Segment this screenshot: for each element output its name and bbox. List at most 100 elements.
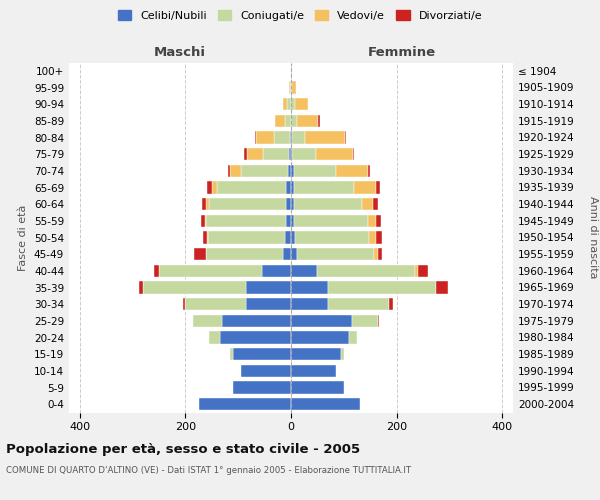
Bar: [139, 281, 143, 293]
Bar: [353, 148, 355, 160]
Bar: [328, 298, 389, 310]
Bar: [368, 214, 376, 227]
Bar: [233, 348, 291, 360]
Bar: [415, 264, 418, 277]
Bar: [194, 248, 206, 260]
Bar: [376, 181, 380, 194]
Bar: [291, 381, 344, 394]
Bar: [283, 98, 287, 110]
Bar: [286, 214, 291, 227]
Bar: [290, 81, 291, 94]
Bar: [159, 264, 262, 277]
Bar: [316, 148, 353, 160]
Bar: [289, 81, 290, 94]
Bar: [208, 231, 284, 244]
Bar: [293, 214, 368, 227]
Bar: [291, 81, 292, 94]
Bar: [244, 148, 247, 160]
Bar: [345, 131, 346, 144]
Bar: [293, 198, 362, 210]
Bar: [275, 114, 284, 127]
Bar: [291, 64, 292, 77]
Bar: [336, 164, 368, 177]
Bar: [291, 114, 298, 127]
Bar: [289, 148, 291, 160]
Bar: [292, 148, 316, 160]
Bar: [241, 364, 291, 377]
Legend: Celibi/Nubili, Coniugati/e, Vedovi/e, Divorziati/e: Celibi/Nubili, Coniugati/e, Vedovi/e, Di…: [113, 6, 487, 25]
Bar: [246, 281, 291, 293]
Bar: [246, 298, 291, 310]
Bar: [220, 331, 291, 344]
Bar: [291, 98, 295, 110]
Bar: [374, 248, 378, 260]
Bar: [287, 98, 291, 110]
Bar: [209, 331, 220, 344]
Bar: [389, 298, 393, 310]
Bar: [206, 198, 209, 210]
Bar: [241, 164, 289, 177]
Bar: [212, 181, 217, 194]
Bar: [291, 148, 292, 160]
Bar: [362, 198, 373, 210]
Bar: [376, 231, 382, 244]
Bar: [202, 198, 206, 210]
Bar: [230, 348, 233, 360]
Bar: [291, 231, 295, 244]
Bar: [206, 248, 283, 260]
Bar: [293, 164, 336, 177]
Bar: [291, 348, 341, 360]
Bar: [291, 164, 293, 177]
Bar: [274, 131, 290, 144]
Bar: [291, 398, 360, 410]
Bar: [291, 264, 317, 277]
Bar: [293, 181, 355, 194]
Bar: [295, 231, 369, 244]
Bar: [378, 314, 379, 327]
Bar: [284, 231, 291, 244]
Bar: [230, 164, 241, 177]
Bar: [289, 164, 291, 177]
Bar: [185, 298, 246, 310]
Bar: [369, 231, 376, 244]
Bar: [291, 298, 328, 310]
Bar: [262, 264, 291, 277]
Bar: [291, 248, 298, 260]
Y-axis label: Fasce di età: Fasce di età: [19, 204, 28, 270]
Bar: [292, 131, 305, 144]
Bar: [206, 214, 286, 227]
Bar: [418, 264, 428, 277]
Bar: [319, 114, 320, 127]
Bar: [291, 314, 352, 327]
Bar: [208, 181, 212, 194]
Bar: [207, 231, 208, 244]
Bar: [209, 198, 286, 210]
Bar: [254, 131, 256, 144]
Bar: [352, 314, 378, 327]
Bar: [317, 264, 415, 277]
Bar: [298, 248, 374, 260]
Bar: [283, 248, 291, 260]
Bar: [292, 81, 296, 94]
Bar: [291, 214, 293, 227]
Bar: [291, 364, 336, 377]
Bar: [291, 131, 292, 144]
Bar: [305, 131, 345, 144]
Bar: [193, 314, 222, 327]
Y-axis label: Anni di nascita: Anni di nascita: [589, 196, 599, 278]
Bar: [286, 181, 291, 194]
Bar: [291, 198, 293, 210]
Bar: [205, 214, 206, 227]
Bar: [203, 231, 207, 244]
Bar: [154, 264, 159, 277]
Bar: [373, 198, 378, 210]
Bar: [222, 314, 291, 327]
Bar: [341, 348, 344, 360]
Bar: [263, 148, 289, 160]
Bar: [143, 281, 246, 293]
Bar: [286, 198, 291, 210]
Bar: [291, 181, 293, 194]
Text: Femmine: Femmine: [368, 46, 436, 59]
Bar: [227, 164, 230, 177]
Bar: [290, 131, 291, 144]
